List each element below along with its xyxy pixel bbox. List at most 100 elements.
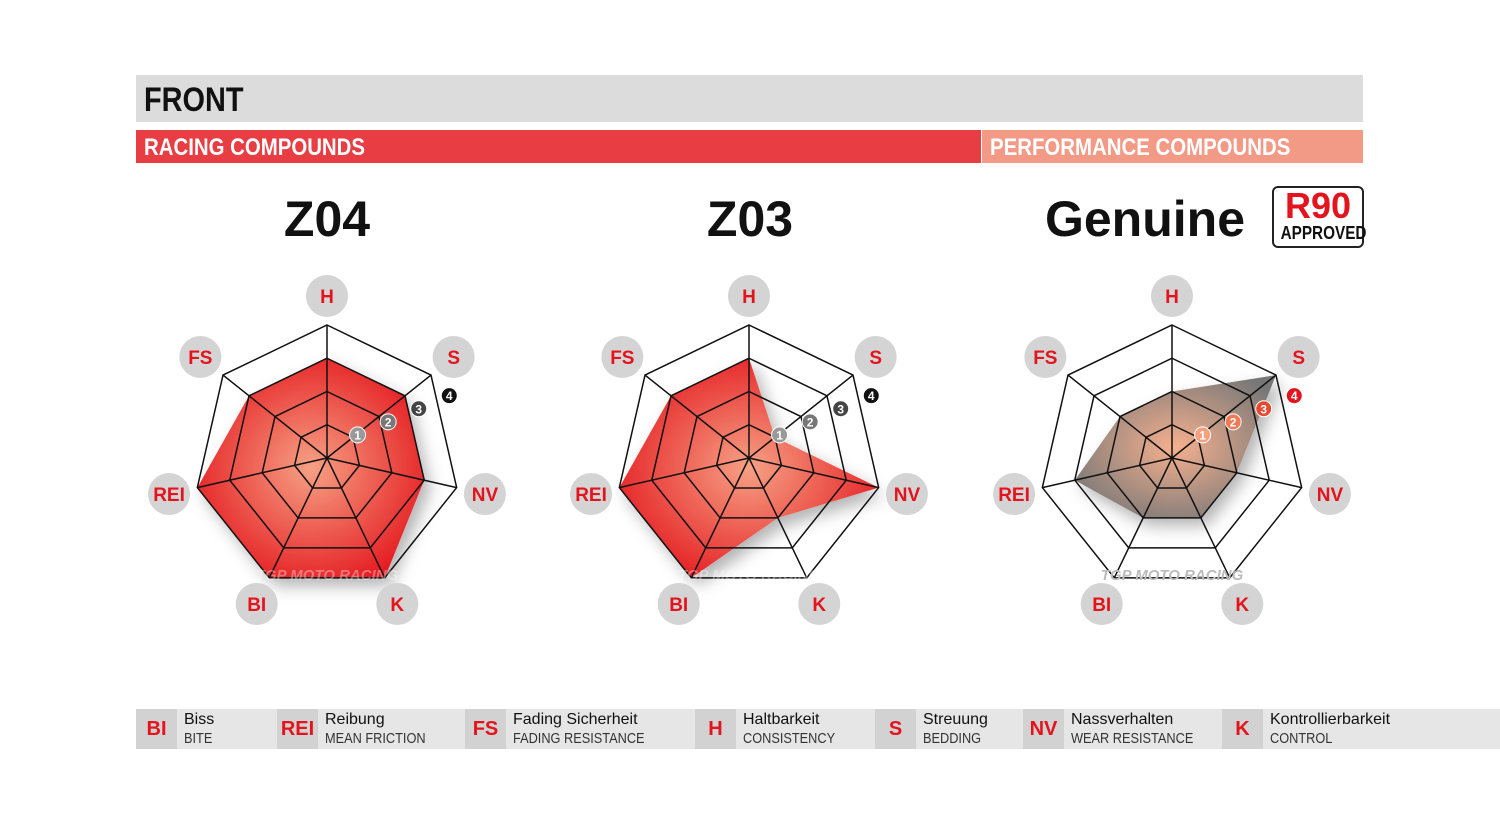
axis-label-badge <box>570 473 613 516</box>
tick-marker <box>1255 400 1273 418</box>
tick-label: 1 <box>354 428 361 442</box>
axis-line <box>1113 457 1173 579</box>
axis-line <box>748 457 879 489</box>
axis-label: BI <box>669 595 688 616</box>
tgp-watermark-logo: TGP MOTO RACING <box>678 567 821 584</box>
axis-line <box>1171 457 1302 489</box>
tick-label: 4 <box>446 389 453 403</box>
axis-label-badge <box>148 473 191 516</box>
legend-english: WEAR RESISTANCE <box>1071 730 1194 747</box>
axis-line <box>326 457 457 489</box>
legend-german: Reibung <box>325 711 385 728</box>
performance-label: PERFORMANCE COMPOUNDS <box>990 134 1291 161</box>
axis-label-badge <box>854 335 897 378</box>
axis-label-badge <box>1024 335 1067 378</box>
axis-label: FS <box>188 348 212 369</box>
axis-label-badge <box>993 473 1036 516</box>
axis-label-badge <box>885 473 928 516</box>
tgp-watermark-logo: TGP MOTO RACING <box>256 567 399 584</box>
axis-label: REI <box>998 485 1030 506</box>
performance-compounds-band: PERFORMANCE COMPOUNDS <box>982 130 1363 163</box>
badge-r90: R90 <box>1284 185 1352 226</box>
data-polygon <box>1074 375 1276 518</box>
axis-label: K <box>390 595 404 616</box>
grid-ring <box>1041 324 1303 579</box>
axis-label: H <box>1165 287 1179 308</box>
legend-abbr: S <box>875 709 916 749</box>
tgp-watermark-logo: TGP MOTO RACING <box>1101 567 1244 584</box>
grid-ring <box>618 324 880 579</box>
tick-label: 2 <box>1230 415 1237 429</box>
data-polygon <box>619 358 879 578</box>
grid-ring <box>196 324 458 579</box>
legend-english: CONSISTENCY <box>743 730 836 747</box>
tick-label: 3 <box>415 402 422 416</box>
tick-marker <box>1194 426 1212 444</box>
front-title: FRONT <box>144 81 244 119</box>
data-polygon <box>197 358 425 578</box>
axis-label: S <box>1292 348 1305 369</box>
tick-marker <box>379 413 397 431</box>
tick-marker <box>349 426 367 444</box>
legend-abbr: NV <box>1023 709 1064 749</box>
axis-line <box>268 457 328 579</box>
axis-label: REI <box>153 485 185 506</box>
grid-ring <box>228 357 426 549</box>
legend-english: MEAN FRICTION <box>325 730 426 747</box>
axis-line <box>1171 374 1277 459</box>
tick-marker <box>801 413 819 431</box>
axis-label: K <box>812 595 826 616</box>
tick-label: 3 <box>837 402 844 416</box>
legend-abbr: K <box>1222 709 1263 749</box>
badge-approved: APPROVED <box>1280 223 1367 243</box>
axis-label-badge <box>235 582 278 625</box>
axis-label-badge <box>463 473 506 516</box>
axis-line <box>222 374 328 459</box>
axis-line <box>619 457 750 489</box>
tick-label: 1 <box>776 428 783 442</box>
legend-german: Nassverhalten <box>1071 711 1174 728</box>
axis-label-badge <box>1221 582 1264 625</box>
axis-label-badge <box>798 582 841 625</box>
legend-german: Biss <box>184 711 215 728</box>
radar-chart-z04: H S NV K BI REI FS 1 2 3 4 TGP MOTO RACING <box>148 275 506 625</box>
tick-label: 4 <box>1291 389 1298 403</box>
axis-line <box>1171 457 1231 579</box>
legend-abbr: REI <box>277 709 318 749</box>
legend-german: Kontrollierbarkeit <box>1270 711 1391 728</box>
legend: BI Biss BITE REI Reibung MEAN FRICTION FS Fadin… <box>136 709 1500 749</box>
axis-label-badge <box>376 582 419 625</box>
legend-english: BEDDING <box>923 730 982 747</box>
axis-line <box>326 374 432 459</box>
tick-marker <box>862 387 880 405</box>
chart-title-z03: Z03 <box>706 191 794 247</box>
axis-line <box>326 457 386 579</box>
axis-label: NV <box>472 485 499 506</box>
legend-abbr: BI <box>136 709 177 749</box>
axis-label-badge <box>1308 473 1351 516</box>
axis-line <box>690 457 750 579</box>
tick-marker <box>832 400 850 418</box>
grid-ring <box>1073 357 1271 549</box>
axis-line <box>1042 457 1173 489</box>
axis-label-badge <box>1151 275 1193 317</box>
axis-label-badge <box>179 335 222 378</box>
axis-label: H <box>742 287 756 308</box>
legend-english: FADING RESISTANCE <box>513 730 645 747</box>
axis-line <box>197 457 328 489</box>
radar-chart-z03: H S NV K BI REI FS 1 2 3 4 TGP MOTO RACING <box>570 275 928 625</box>
chart-title-z04: Z04 <box>283 191 371 247</box>
tick-label: 2 <box>807 415 814 429</box>
tick-marker <box>1285 387 1303 405</box>
legend-abbr: H <box>695 709 736 749</box>
tick-marker <box>771 426 789 444</box>
legend-german: Haltbarkeit <box>743 711 820 728</box>
axis-line <box>1067 374 1173 459</box>
tick-label: 1 <box>1199 428 1206 442</box>
tick-marker <box>1224 413 1242 431</box>
axis-line <box>748 374 854 459</box>
axis-label: REI <box>575 485 607 506</box>
axis-label: BI <box>247 595 266 616</box>
